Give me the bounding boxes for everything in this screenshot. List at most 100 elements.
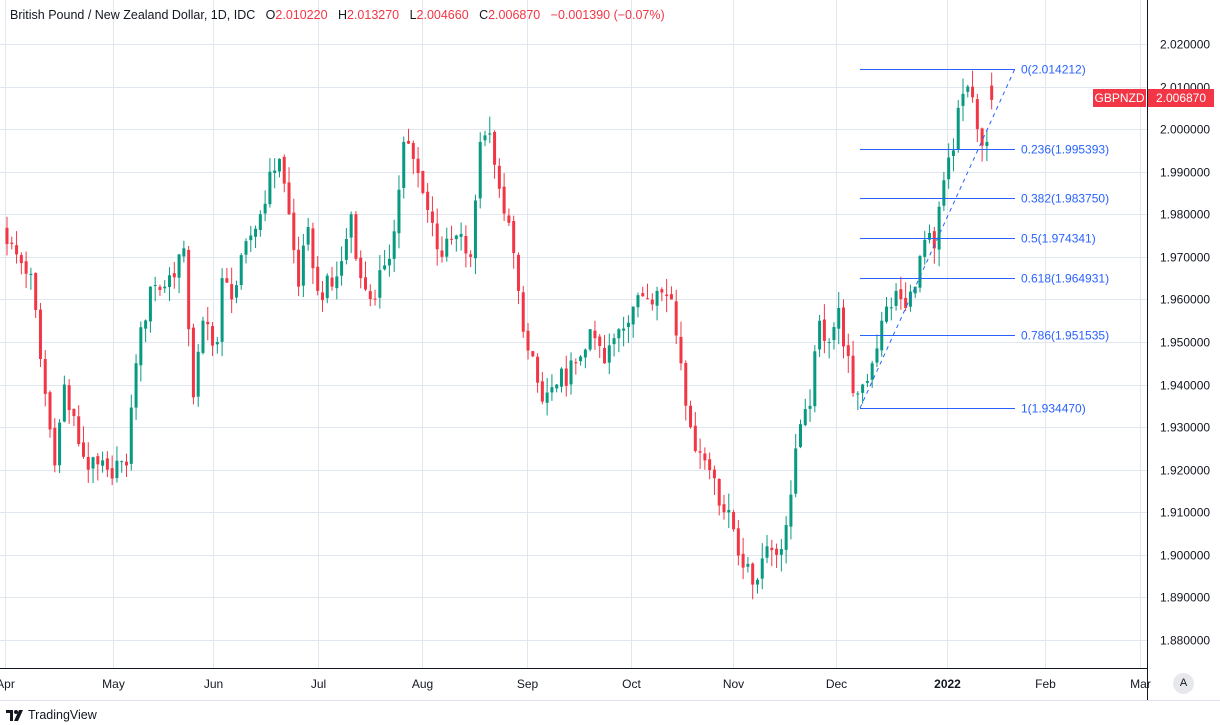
candle-body bbox=[58, 422, 62, 466]
candle-up bbox=[622, 316, 626, 347]
candle-down bbox=[320, 280, 324, 312]
candle-up bbox=[91, 456, 95, 484]
candle-up bbox=[139, 321, 143, 382]
candle-body bbox=[961, 93, 965, 106]
candle-up bbox=[798, 419, 802, 449]
candle-up bbox=[62, 375, 66, 423]
candle-body bbox=[354, 214, 358, 259]
candle-body bbox=[402, 141, 406, 188]
candle-body bbox=[712, 469, 716, 479]
candle-body bbox=[693, 425, 697, 452]
candle-down bbox=[646, 283, 650, 300]
candle-down bbox=[736, 519, 740, 566]
price-axis[interactable] bbox=[1148, 0, 1220, 700]
candle-body bbox=[865, 380, 869, 383]
candle-body bbox=[335, 276, 339, 289]
tradingview-logo[interactable]: TradingView bbox=[6, 708, 97, 722]
candle-body bbox=[464, 235, 468, 254]
candle-up bbox=[961, 78, 965, 122]
candle-body bbox=[493, 131, 497, 165]
candle-up bbox=[244, 238, 248, 264]
candle-body bbox=[526, 330, 530, 351]
candle-body bbox=[650, 299, 654, 305]
candle-body bbox=[10, 242, 14, 244]
grid bbox=[0, 0, 1147, 668]
candle-body bbox=[168, 275, 172, 288]
candle-body bbox=[392, 231, 396, 259]
candle-up bbox=[340, 246, 344, 286]
high-label: H bbox=[337, 8, 347, 22]
candle-body bbox=[612, 338, 616, 345]
candle-body bbox=[521, 292, 525, 332]
candle-body bbox=[282, 156, 286, 184]
candle-body bbox=[77, 416, 81, 444]
candle-up bbox=[144, 319, 148, 343]
price-tick-label: 2.020000 bbox=[1160, 38, 1210, 52]
candle-up bbox=[765, 534, 769, 564]
candle-up bbox=[378, 255, 382, 309]
candle-down bbox=[593, 320, 597, 350]
candle-up bbox=[794, 433, 798, 498]
candle-down bbox=[712, 465, 716, 495]
time-axis[interactable] bbox=[0, 669, 1148, 701]
candle-down bbox=[125, 453, 128, 477]
candle-body bbox=[473, 200, 477, 259]
candle-body bbox=[43, 359, 47, 394]
candle-body bbox=[708, 459, 712, 471]
candle-body bbox=[861, 384, 865, 393]
candle-up bbox=[827, 338, 831, 359]
candle-body bbox=[325, 275, 329, 299]
candle-up bbox=[607, 333, 611, 375]
candle-up bbox=[923, 230, 927, 265]
candle-up bbox=[880, 311, 884, 357]
tradingview-brand: TradingView bbox=[28, 708, 97, 722]
candle-up bbox=[583, 348, 587, 369]
time-tick-label: May bbox=[102, 677, 125, 691]
candle-down bbox=[990, 72, 994, 110]
candle-up bbox=[168, 267, 172, 302]
candle-down bbox=[732, 509, 736, 532]
candle-body bbox=[316, 266, 320, 291]
time-tick-label: Apr bbox=[0, 677, 15, 691]
candle-body bbox=[932, 231, 936, 249]
fibonacci-retracement[interactable]: 0(2.014212) 0.236(1.995393) 0.382(1.983750… bbox=[859, 63, 1109, 416]
candle-up bbox=[234, 280, 238, 304]
candle-body bbox=[536, 356, 540, 383]
candle-body bbox=[426, 191, 430, 211]
candle-body bbox=[234, 285, 238, 298]
candle-body bbox=[908, 291, 912, 307]
candle-body bbox=[239, 255, 243, 286]
candle-down bbox=[38, 302, 42, 367]
candle-body bbox=[904, 297, 908, 308]
candle-body bbox=[631, 306, 635, 325]
candle-body bbox=[775, 548, 779, 555]
candle-body bbox=[206, 321, 210, 325]
candle-down bbox=[971, 70, 975, 103]
candle-body bbox=[894, 290, 898, 306]
candle-down bbox=[230, 267, 234, 314]
candle-body bbox=[349, 214, 353, 238]
candle-body bbox=[512, 220, 516, 254]
candle-up bbox=[445, 227, 449, 262]
last-price-label: 2.006870 bbox=[1156, 91, 1206, 105]
candle-up bbox=[937, 201, 941, 267]
candle-body bbox=[330, 277, 334, 287]
candle-body bbox=[913, 286, 917, 294]
candle-up bbox=[58, 419, 62, 474]
candlestick-chart[interactable]: 0(2.014212) 0.236(1.995393) 0.382(1.983750… bbox=[0, 0, 1220, 705]
candle-up bbox=[454, 234, 458, 252]
candle-down bbox=[512, 215, 516, 269]
candle-body bbox=[722, 504, 726, 513]
candle-body bbox=[38, 309, 42, 360]
candle-down bbox=[822, 304, 826, 354]
auto-scale-button[interactable]: A bbox=[1173, 673, 1194, 694]
candle-body bbox=[172, 273, 176, 278]
candle-body bbox=[311, 228, 315, 269]
fib-level-label: 0(2.014212) bbox=[1021, 63, 1086, 77]
candle-body bbox=[555, 384, 559, 389]
candle-body bbox=[67, 385, 71, 411]
open-value: 2.010220 bbox=[275, 8, 328, 22]
candle-up bbox=[626, 315, 630, 343]
candle-up bbox=[875, 334, 879, 368]
candle-body bbox=[603, 347, 606, 364]
